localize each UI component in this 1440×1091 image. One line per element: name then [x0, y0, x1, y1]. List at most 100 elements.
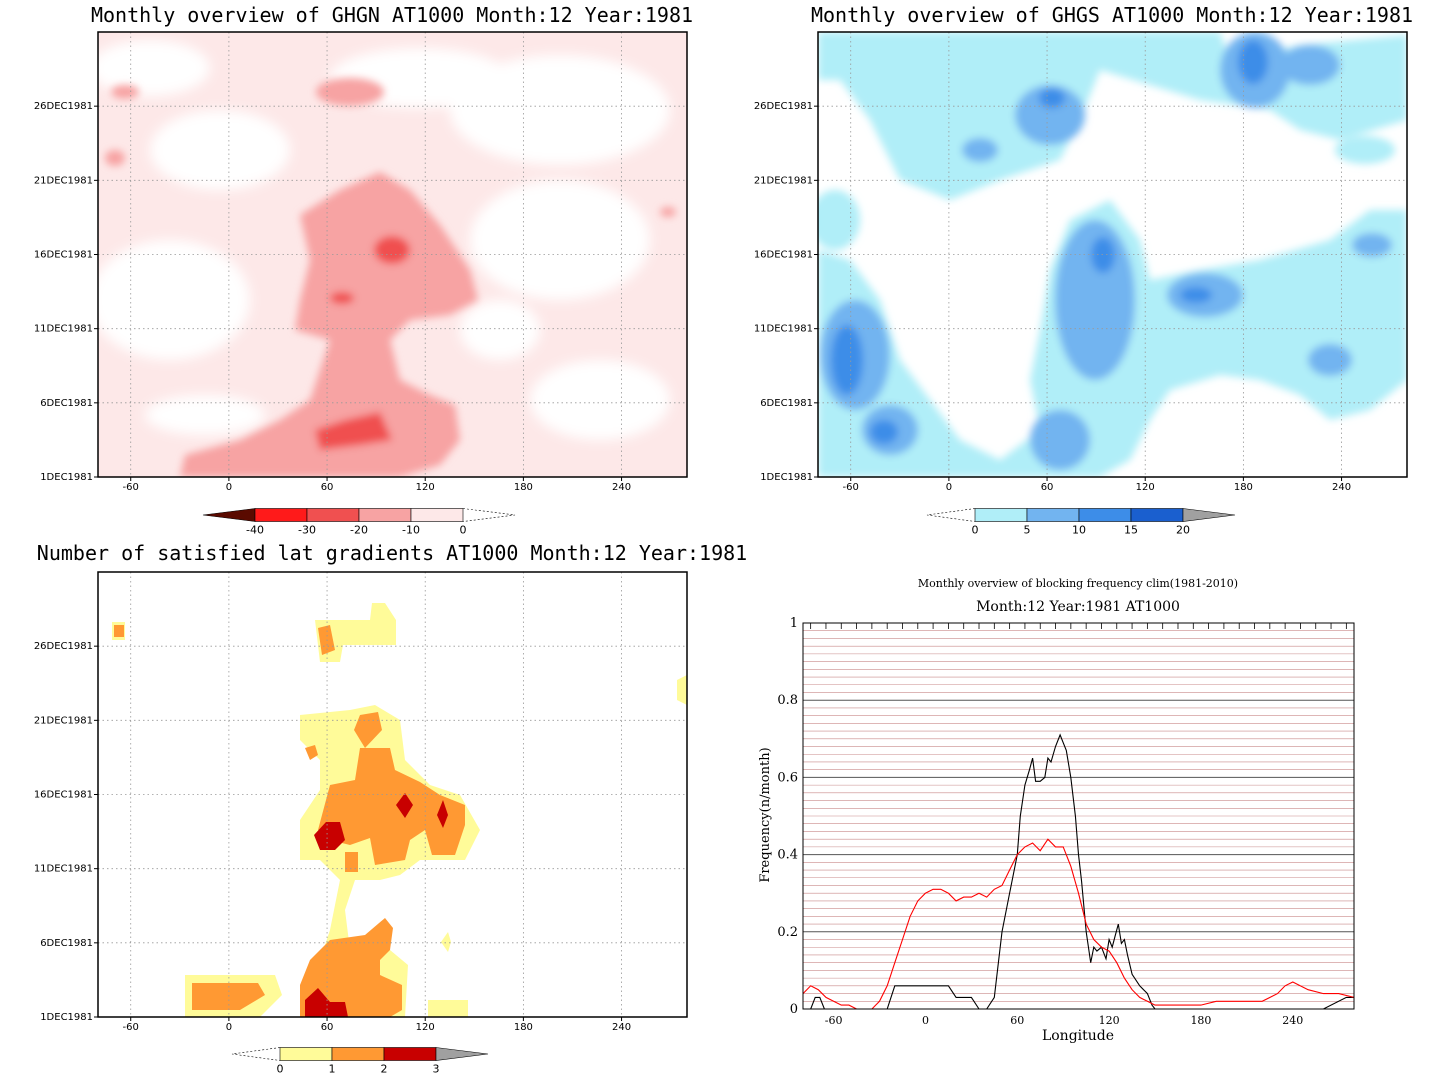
colorbar-label: 3: [433, 1063, 440, 1076]
colorbar-label: -40: [246, 524, 264, 537]
y-tick-label: 21DEC1981: [34, 175, 93, 186]
x-tick-label: 180: [514, 1022, 533, 1033]
x-tick-label: -60: [123, 1022, 139, 1033]
x-tick-label: 180: [514, 482, 533, 493]
y-tick-label: 6DEC1981: [760, 398, 813, 409]
x-tick-label: 120: [1099, 1014, 1120, 1027]
x-tick-label: 0: [946, 482, 952, 493]
colorbar-label: 15: [1124, 524, 1138, 537]
y-tick-label: 21DEC1981: [754, 175, 813, 186]
x-axis-label: Longitude: [1042, 1028, 1114, 1044]
y-tick-label: 1: [790, 616, 798, 631]
y-tick-label: 11DEC1981: [34, 864, 93, 875]
colorbar: 0 1 2 3: [231, 1047, 489, 1076]
x-tick-label: 180: [1190, 1014, 1211, 1027]
y-tick-label: 1DEC1981: [40, 1012, 93, 1023]
chart-title: Monthly overview of blocking frequency c…: [918, 577, 1238, 590]
y-tick-label: 0.6: [777, 770, 798, 785]
y-tick-label: 1DEC1981: [760, 472, 813, 483]
colorbar-swatch: [1182, 508, 1236, 522]
x-tick-label: 60: [321, 1022, 334, 1033]
colorbar-swatch: [279, 1047, 333, 1061]
x-tick-label: 60: [1010, 1014, 1024, 1027]
y-axis-label: Frequency(n/month): [758, 747, 773, 882]
colorbar-swatch: [1130, 508, 1184, 522]
y-tick-label: 26DEC1981: [34, 641, 93, 652]
colorbar-swatch: [202, 508, 256, 522]
plot-frame: [802, 622, 1355, 1010]
panel-lat-gradients: Number of satisfied lat gradients AT1000…: [34, 541, 747, 1076]
x-tick-label: 60: [321, 482, 334, 493]
panel-title: Number of satisfied lat gradients AT1000…: [37, 541, 747, 565]
y-tick-label: 1DEC1981: [40, 472, 93, 483]
x-tick-label: 0: [922, 1014, 929, 1027]
x-tick-label: -60: [825, 1014, 843, 1027]
x-tick-label: 0: [226, 482, 232, 493]
colorbar-swatch: [331, 1047, 385, 1061]
series-line-1: [803, 733, 1354, 1010]
x-tick-label: -60: [123, 482, 139, 493]
series-lines: [802, 733, 1355, 1010]
x-tick-label: 240: [612, 1022, 631, 1033]
colorbar-label: -30: [298, 524, 316, 537]
y-axis: 1DEC1981 6DEC1981 11DEC1981 16DEC1981 21DEC1…: [34, 101, 98, 483]
colorbar-label: 20: [1176, 524, 1190, 537]
x-tick-label: 240: [1282, 1014, 1303, 1027]
colorbar-swatch: [435, 1047, 489, 1061]
y-tick-label: 16DEC1981: [34, 250, 93, 261]
colorbar-end: [462, 508, 516, 522]
y-tick-label: 21DEC1981: [34, 715, 93, 726]
y-axis: 1DEC1981 6DEC1981 11DEC1981 16DEC1981 21DEC1…: [754, 101, 818, 483]
x-axis: -60 0 60 120 180 240: [843, 477, 1351, 493]
y-tick-label: 11DEC1981: [34, 324, 93, 335]
y-tick-label: 0.2: [777, 925, 798, 940]
colorbar-label: 1: [329, 1063, 336, 1076]
x-tick-label: 240: [1332, 482, 1351, 493]
colorbar-swatch: [306, 508, 360, 522]
y-tick-label: 6DEC1981: [40, 938, 93, 949]
colorbar-label: 0: [277, 1063, 284, 1076]
panel-title: Monthly overview of GHGS AT1000 Month:12…: [811, 3, 1413, 27]
colorbar-label: 0: [460, 524, 467, 537]
x-axis: -60 0 60 120 180 240: [825, 1014, 1304, 1027]
colorbar-label: 5: [1024, 524, 1031, 537]
colorbar-swatch: [358, 508, 412, 522]
chart-subtitle: Month:12 Year:1981 AT1000: [976, 599, 1180, 615]
x-axis: -60 0 60 120 180 240: [123, 1017, 631, 1033]
colorbar-swatch: [383, 1047, 437, 1061]
y-tick-label: 0: [790, 1002, 798, 1017]
series-line-2: [802, 838, 1355, 1010]
x-tick-label: 240: [612, 482, 631, 493]
colorbar-swatch: [974, 508, 1028, 522]
panel-ghgs: Monthly overview of GHGS AT1000 Month:12…: [754, 3, 1413, 537]
colorbar-swatch: [1078, 508, 1132, 522]
colorbar: -40 -30 -20 -10 0: [202, 508, 516, 537]
colorbar-swatch: [1026, 508, 1080, 522]
y-tick-label: 0.8: [777, 693, 798, 708]
colorbar-label: 0: [972, 524, 979, 537]
colorbar-end: [231, 1047, 281, 1061]
colorbar-label: 10: [1072, 524, 1086, 537]
x-tick-label: 180: [1234, 482, 1253, 493]
colorbar-swatch: [410, 508, 464, 522]
x-tick-label: 120: [416, 1022, 435, 1033]
colorbar-label: -10: [402, 524, 420, 537]
x-tick-label: 120: [1136, 482, 1155, 493]
colorbar-swatch: [254, 508, 308, 522]
y-tick-label: 16DEC1981: [754, 250, 813, 261]
panel-blocking-frequency: Monthly overview of blocking frequency c…: [758, 577, 1355, 1044]
y-axis: 0 0.2 0.4 0.6 0.8 1: [777, 616, 798, 1017]
y-tick-label: 26DEC1981: [754, 101, 813, 112]
colorbar-label: -20: [350, 524, 368, 537]
x-tick-label: -60: [843, 482, 859, 493]
colorbar-end: [926, 508, 976, 522]
x-tick-label: 120: [416, 482, 435, 493]
x-axis: -60 0 60 120 180 240: [123, 477, 631, 493]
colorbar: 0 5 10 15 20: [926, 508, 1236, 537]
y-tick-label: 11DEC1981: [754, 324, 813, 335]
y-tick-label: 16DEC1981: [34, 790, 93, 801]
x-tick-label: 0: [226, 1022, 232, 1033]
panel-title: Monthly overview of GHGN AT1000 Month:12…: [91, 3, 693, 27]
grid-lines: [803, 622, 1354, 1010]
